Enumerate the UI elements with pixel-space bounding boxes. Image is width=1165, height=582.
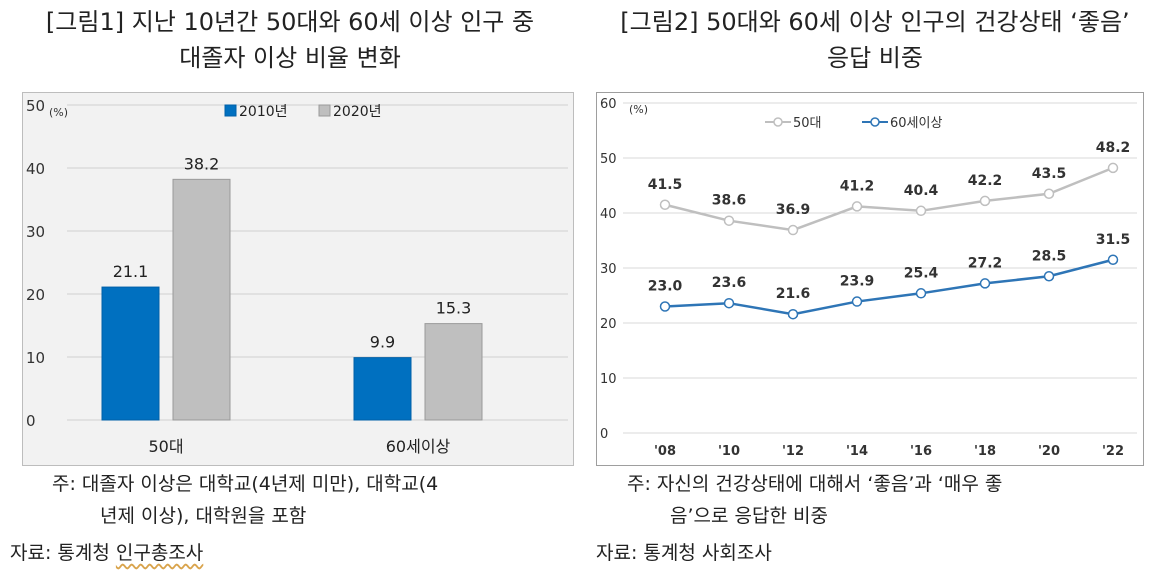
chart1-title-line1: [그림1] 지난 10년간 50대와 60세 이상 인구 중 <box>45 8 535 36</box>
bar <box>101 286 160 421</box>
data-label: 40.4 <box>904 183 939 199</box>
x-tick-label: '20 <box>1038 444 1060 459</box>
y-tick-label: 30 <box>600 262 617 277</box>
bar-chart: 0 10 20 30 40 50 (%) 21.1 38.2 50대 9.9 15.3 60세이상 201… <box>26 97 568 456</box>
series-point <box>1043 271 1055 282</box>
legend-swatch <box>318 104 331 117</box>
chart1-title-line2: 대졸자 이상 비율 변화 <box>179 44 401 72</box>
bar <box>172 178 231 421</box>
legend-swatch <box>224 104 237 117</box>
data-label: 36.9 <box>776 202 811 218</box>
bar-value-label: 21.1 <box>113 262 149 281</box>
data-label: 23.0 <box>648 279 683 295</box>
data-label: 42.2 <box>968 173 1003 189</box>
data-label: 23.9 <box>840 274 875 290</box>
data-label: 23.6 <box>712 275 747 291</box>
data-label: 43.5 <box>1032 166 1067 182</box>
series-point <box>1107 162 1119 174</box>
chart2-note-line2: 음’으로 응답한 비중 <box>670 505 828 527</box>
chart2-title-line1: [그림2] 50대와 60세 이상 인구의 건강상태 ‘좋음’ <box>620 8 1130 36</box>
series-point <box>723 215 735 226</box>
x-tick-label: '14 <box>846 444 868 459</box>
data-label: 28.5 <box>1032 248 1067 264</box>
series-point <box>851 296 863 307</box>
y-tick-label: 0 <box>26 412 36 430</box>
legend-marker <box>773 117 783 127</box>
chart2-title: [그림2] 50대와 60세 이상 인구의 건강상태 ‘좋음’ 응답 비중 <box>590 4 1160 76</box>
y-tick-label: 20 <box>600 317 617 332</box>
y-tick-label: 0 <box>600 427 608 442</box>
y-tick-label: 10 <box>600 372 617 387</box>
chart1-note-line1: 주: 대졸자 이상은 대학교(4년제 미만), 대학교(4 <box>52 473 439 495</box>
bar-value-label: 9.9 <box>370 333 395 352</box>
series-point <box>723 297 735 309</box>
legend-label: 50대 <box>793 116 822 131</box>
bar <box>424 323 483 421</box>
y-tick-label: 60 <box>600 97 617 112</box>
data-label: 48.2 <box>1096 140 1131 156</box>
chart1-source-name: 인구총조사 <box>115 542 204 564</box>
chart2-note-line1: 주: 자신의 건강상태에 대해서 ‘좋음’과 ‘매우 좋 <box>627 473 1003 495</box>
x-tick-label: '08 <box>654 444 676 459</box>
data-label: 21.6 <box>776 286 811 302</box>
x-tick-label: '16 <box>910 444 932 459</box>
data-label: 25.4 <box>904 265 939 281</box>
series-point <box>979 278 991 289</box>
series-point <box>659 199 671 210</box>
legend-label: 2020년 <box>333 104 382 120</box>
chart1-source: 자료: 통계청 인구총조사 <box>10 537 203 569</box>
series-point <box>787 224 799 236</box>
data-label: 38.6 <box>712 193 747 209</box>
y-tick-label: 40 <box>600 207 617 222</box>
y-tick-label: 50 <box>26 97 45 115</box>
legend-label: 60세이상 <box>890 116 942 131</box>
bar-chart-panel: 0 10 20 30 40 50 (%) 21.1 38.2 50대 9.9 15.3 60세이상 201… <box>22 92 574 466</box>
y-tick-label: 50 <box>600 152 617 167</box>
data-label: 27.2 <box>968 255 1003 271</box>
series-line <box>664 258 1114 316</box>
series-line <box>664 166 1114 232</box>
line-chart: 0 10 20 30 40 50 60 (%) '08 '10 '12 '14 '16 '18 '20 '22… <box>600 97 1137 459</box>
series-point <box>1043 188 1055 199</box>
y-tick-label: 40 <box>26 160 45 178</box>
chart1-title: [그림1] 지난 10년간 50대와 60세 이상 인구 중 대졸자 이상 비율… <box>10 4 570 76</box>
chart2-title-line2: 응답 비중 <box>827 44 923 72</box>
chart1-note-line2: 년제 이상), 대학원을 포함 <box>100 505 307 527</box>
series-point <box>1107 254 1119 265</box>
bar-value-label: 15.3 <box>436 299 472 318</box>
series-point <box>787 308 799 320</box>
x-tick-label: '10 <box>718 444 740 459</box>
series-point <box>659 301 671 312</box>
chart1-source-prefix: 자료: 통계청 <box>10 542 116 564</box>
x-tick-label: '18 <box>974 444 996 459</box>
y-unit-label: (%) <box>49 106 68 119</box>
x-category-label: 50대 <box>148 437 183 456</box>
legend-marker <box>870 117 880 127</box>
series-point <box>979 195 991 207</box>
y-tick-label: 30 <box>26 223 45 241</box>
line-chart-panel: 0 10 20 30 40 50 60 (%) '08 '10 '12 '14 '16 '18 '20 '22… <box>596 92 1144 466</box>
series-point <box>915 288 927 299</box>
y-tick-label: 20 <box>26 286 45 304</box>
y-unit-label: (%) <box>629 103 648 116</box>
y-tick-label: 10 <box>26 349 45 367</box>
x-tick-label: '12 <box>782 444 804 459</box>
data-label: 41.2 <box>840 178 875 194</box>
data-label: 41.5 <box>648 177 683 193</box>
data-label: 31.5 <box>1096 232 1131 248</box>
x-tick-label: '22 <box>1102 444 1124 459</box>
bar-value-label: 38.2 <box>184 154 220 173</box>
series-point <box>851 201 863 212</box>
series-point <box>915 205 927 217</box>
x-category-label: 60세이상 <box>386 437 451 456</box>
chart2-source: 자료: 통계청 사회조사 <box>596 542 772 564</box>
legend-label: 2010년 <box>239 104 288 120</box>
bar <box>353 357 412 421</box>
